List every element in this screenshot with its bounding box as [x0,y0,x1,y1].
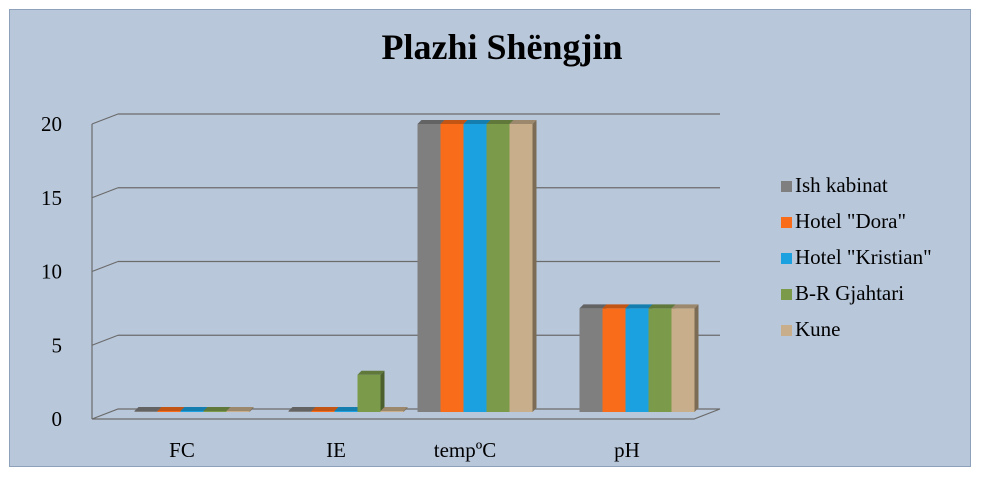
bar-top [226,407,254,411]
legend-swatch [781,289,792,300]
legend-swatch [781,325,792,336]
bar-top [602,304,630,309]
floor [91,408,721,420]
bar-front [334,411,358,412]
bar [671,304,699,412]
bar-side [380,370,385,412]
bar-top [625,304,653,309]
bar-side [249,407,254,412]
x-category-label: IE [326,438,346,462]
bar [602,304,630,412]
bar [311,407,339,412]
bar-top [463,120,491,124]
bar-top [134,407,162,411]
bar-top [157,407,185,411]
legend: Ish kabinat Hotel "Dora" Hotel "Kristian" B… [781,173,932,341]
bar [579,304,607,412]
bar-top [417,120,445,124]
bar-top [203,407,231,411]
bar-front [440,124,464,412]
bar-front [134,411,158,412]
y-tick-label: 5 [52,333,63,357]
bar-top [440,120,468,124]
bar-front [311,411,335,412]
bar-top [579,304,607,309]
y-tick-label: 0 [52,407,63,431]
bar-front [203,411,227,412]
bar [648,304,676,412]
bar [203,407,231,412]
bar-side [694,304,699,412]
bar-front [648,308,672,412]
bar [357,370,385,412]
bar [180,407,208,412]
legend-label: Kune [795,317,841,341]
x-axis-categories: FC IE tempºC pH [169,438,640,462]
bar [157,407,185,412]
bar-front [509,124,533,412]
bar [509,120,537,412]
bar [440,120,468,412]
bar-top [288,407,316,411]
bar-front [157,411,181,412]
bar [226,407,254,412]
x-category-label: pH [614,438,640,462]
bar-top [648,304,676,309]
bar [625,304,653,412]
y-tick-label: 15 [41,186,62,210]
bar-top [671,304,699,309]
bar-front [671,308,695,412]
bar [417,120,445,412]
bar-side [403,407,408,412]
bar-front [357,374,381,412]
bar-top [180,407,208,411]
bar-front [463,124,487,412]
bar [134,407,162,412]
bar-top [380,407,408,411]
bar-front [380,411,404,412]
legend-label: Hotel "Dora" [795,209,906,233]
bar-front [579,308,603,412]
gridline-diag [91,334,119,346]
legend-swatch [781,217,792,228]
bar [288,407,316,412]
y-tick-label: 10 [41,260,62,284]
chart-title: Plazhi Shëngjin [381,27,623,67]
bar-top [311,407,339,411]
bar-top [486,120,514,124]
bar-front [180,411,204,412]
legend-swatch [781,181,792,192]
bar-front [288,411,312,412]
x-category-label: FC [169,438,195,462]
bar-front [417,124,441,412]
bar-top [334,407,362,411]
bar [380,407,408,412]
bar-top [509,120,537,124]
bar [463,120,491,412]
legend-label: Hotel "Kristian" [795,245,932,269]
y-axis-ticks: 0 5 10 15 20 [41,112,62,431]
x-category-label: tempºC [434,438,497,462]
bar-front [625,308,649,412]
bar-front [602,308,626,412]
bar [486,120,514,412]
bar [334,407,362,412]
gridline-diag [91,260,119,273]
y-tick-label: 20 [41,112,62,136]
bar-front [226,411,250,412]
legend-label: B-R Gjahtari [795,281,904,305]
gridline-diag [91,187,119,199]
legend-swatch [781,253,792,264]
bar-side [532,120,537,412]
bars [134,120,699,412]
bar-front [486,124,510,412]
legend-label: Ish kabinat [795,173,888,197]
bar-top [357,370,385,375]
gridline-diag [91,113,119,125]
